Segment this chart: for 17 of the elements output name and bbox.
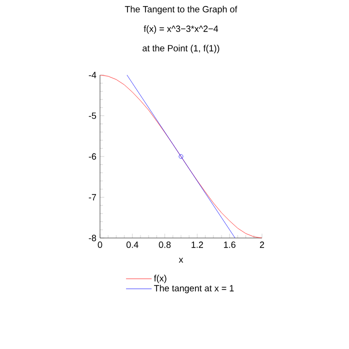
y-tick-label: -4 — [88, 72, 96, 78]
x-tick-label: 0 — [98, 242, 102, 248]
y-tick-label: -8 — [88, 234, 96, 242]
chart-title: The Tangent to the Graph of — [124, 6, 238, 14]
x-tick-label: 2 — [260, 242, 264, 248]
y-tick-label: -6 — [88, 153, 96, 160]
legend-label: f(x) — [154, 274, 166, 284]
chart-subtitle: f(x) = x^3−3*x^2−4 — [144, 25, 218, 34]
x-tick-label: 0.8 — [158, 242, 171, 248]
x-axis-title: x — [178, 258, 184, 263]
y-tick-label: -7 — [88, 194, 96, 200]
x-tick-label: 1.6 — [224, 242, 236, 248]
y-tick-label: -5 — [88, 112, 96, 119]
text: at the Point (1, f(1)) — [142, 44, 220, 54]
legend-label: The tangent at x = 1 — [154, 284, 234, 294]
x-tick-label: 0.4 — [126, 242, 138, 248]
x-tick-label: 1.2 — [192, 242, 203, 248]
